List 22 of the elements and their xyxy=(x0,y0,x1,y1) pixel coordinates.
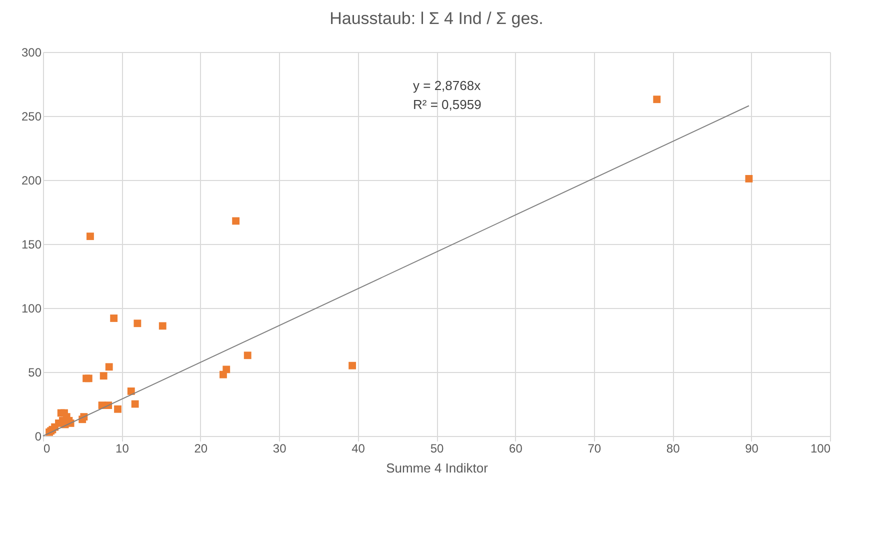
x-tick-label: 0 xyxy=(44,442,50,456)
x-tick-label: 40 xyxy=(352,442,366,456)
x-tick-label: 50 xyxy=(430,442,444,456)
annotation: y = 2,8768x xyxy=(413,78,482,93)
x-tick-label: 70 xyxy=(588,442,602,456)
y-tick-label: 50 xyxy=(28,366,42,380)
x-tick-label: 80 xyxy=(666,442,680,456)
x-tick-label: 10 xyxy=(116,442,130,456)
x-tick-label: 20 xyxy=(194,442,208,456)
y-tick-label: 300 xyxy=(21,46,42,60)
x-axis-title: Summe 4 Indiktor xyxy=(386,460,489,476)
x-tick-label: 30 xyxy=(272,442,287,456)
y-tick-label: 0 xyxy=(34,430,42,444)
x-tick-label: 100 xyxy=(810,442,831,456)
x-tick-label: 60 xyxy=(509,442,523,456)
y-tick-label: 150 xyxy=(21,238,42,252)
chart-title: Hausstaub: l Σ 4 Ind / Σ ges. xyxy=(330,9,544,28)
annotation: R² = 0,5959 xyxy=(413,97,482,112)
y-tick-label: 250 xyxy=(21,110,42,124)
y-tick-label: 200 xyxy=(21,174,42,188)
x-tick-label: 90 xyxy=(745,442,759,456)
y-tick-label: 100 xyxy=(21,302,42,316)
